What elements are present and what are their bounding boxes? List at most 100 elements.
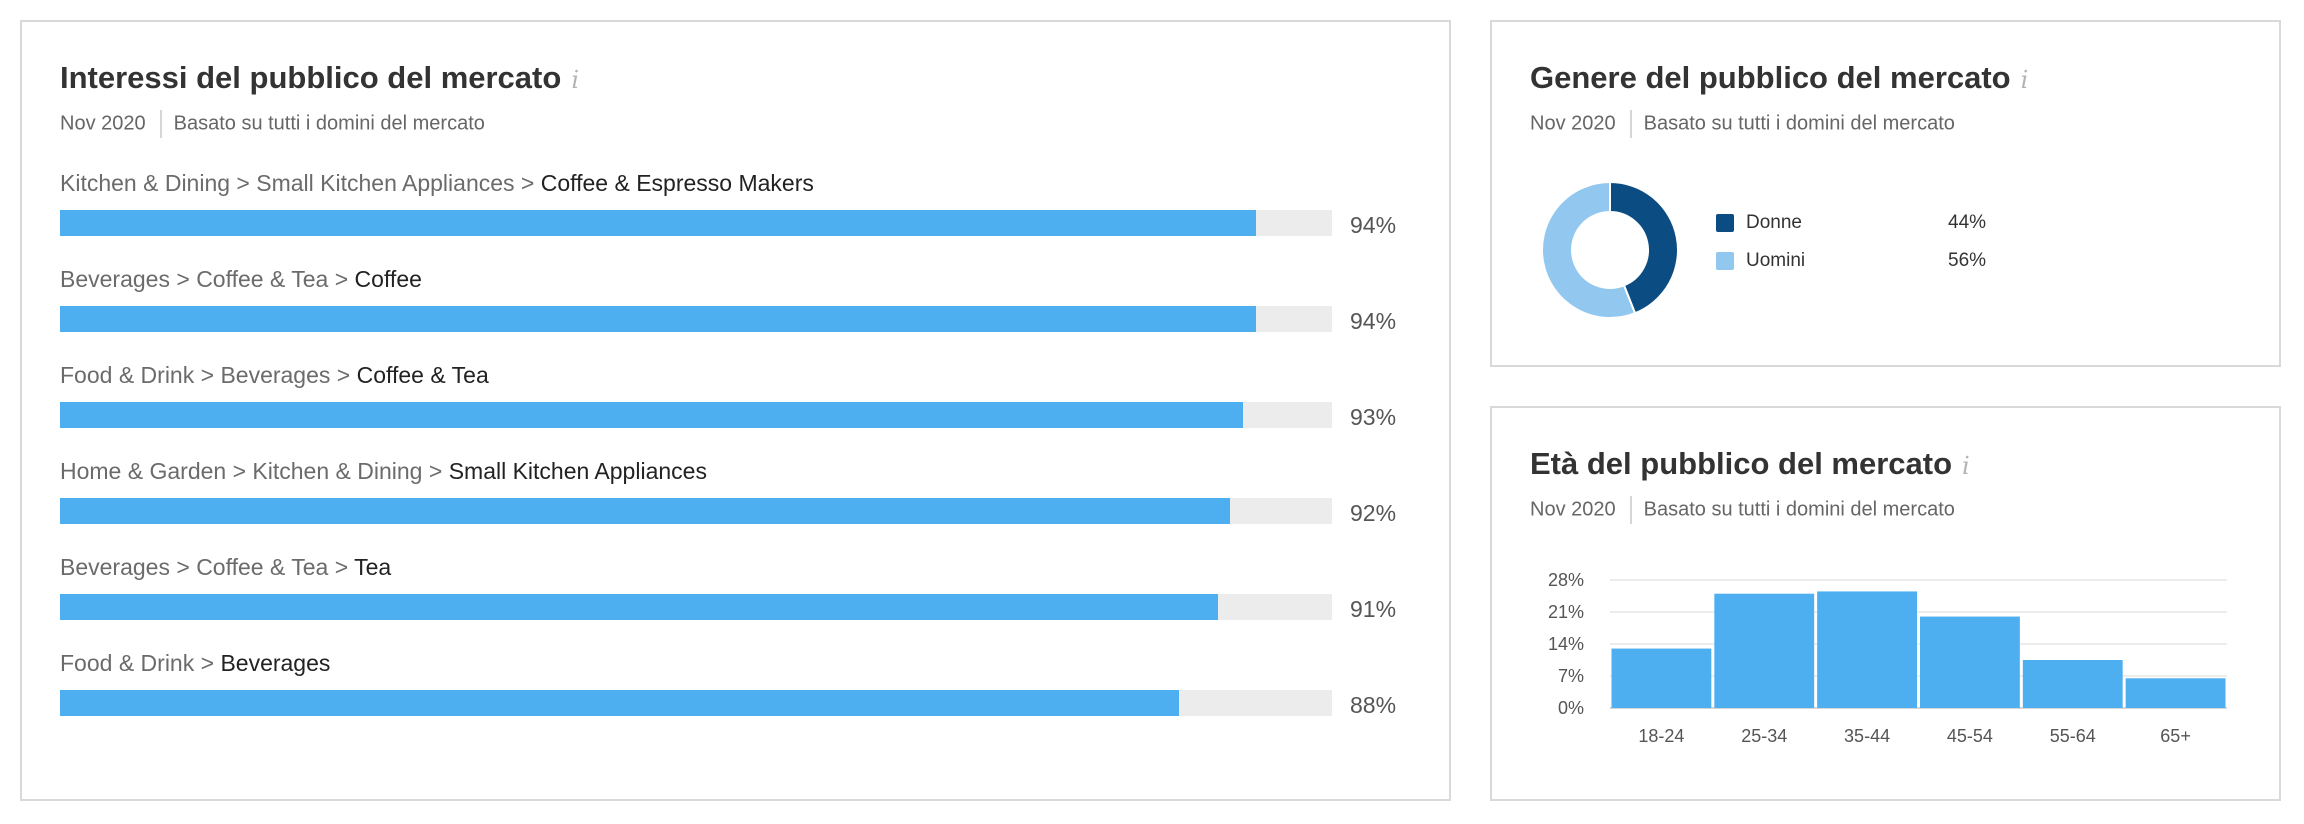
y-tick-label: 14% [1548,634,1584,654]
interest-bar [60,306,1256,332]
interest-category: Beverages [60,266,170,292]
breadcrumb-separator: > [328,266,355,292]
age-bar [1920,616,2020,708]
info-icon[interactable]: i [571,66,579,94]
interest-percent: 88% [1350,692,1397,718]
interest-label: Beverages > Coffee & Tea > Tea [60,554,391,581]
age-date: Nov 2020 [1530,498,1616,521]
interest-bar [60,210,1256,236]
interest-percent: 92% [1350,500,1397,526]
interests-title-text: Interessi del pubblico del mercato [60,60,562,95]
interest-label: Food & Drink > Beverages > Coffee & Tea [60,362,489,389]
interest-row: Beverages > Coffee & Tea > Coffee 94% [60,266,1420,346]
interest-bar [60,498,1231,524]
gender-meta: Nov 2020 Basato su tutti i domini del mer… [1530,110,1955,138]
breadcrumb-separator: > [194,362,221,388]
legend-swatch-uomini [1716,252,1734,270]
y-tick-label: 7% [1558,666,1584,686]
age-bar [1817,591,1917,708]
age-bar-chart: 0% 7% 14% 21% 28% 18-24 25-34 35-44 45-54 55-64 65… [1548,570,2227,746]
interest-leaf: Beverages [220,650,331,676]
legend-value-donne: 44% [1948,212,1987,233]
interest-leaf: Coffee & Espresso Makers [540,170,814,196]
interest-percent: 94% [1350,308,1397,334]
interest-label: Home & Garden > Kitchen & Dining > Small… [60,458,707,485]
breadcrumb-separator: > [169,554,197,580]
interest-bar-track [60,690,1332,716]
donut-slice-donne [1609,180,1679,315]
interest-percent: 93% [1350,404,1397,430]
age-title-text: Età del pubblico del mercato [1530,446,1953,481]
legend-swatch-donne [1716,214,1734,232]
age-bar [2125,678,2226,708]
age-bar [1714,593,1815,708]
gender-date: Nov 2020 [1530,112,1616,135]
interest-bar [60,690,1180,716]
gender-title: Genere del pubblico del mercato i [1530,60,2028,96]
y-tick-label: 21% [1548,602,1584,622]
x-tick-label: 18-24 [1638,726,1684,746]
interest-leaf: Tea [354,554,392,580]
gender-title-text: Genere del pubblico del mercato [1530,60,2011,95]
interest-row: Home & Garden > Kitchen & Dining > Small… [60,458,1420,538]
interests-basis: Basato su tutti i domini del mercato [173,112,485,135]
breadcrumb-separator: > [514,170,541,196]
interest-percent: 91% [1350,596,1397,622]
x-tick-label: 35-44 [1844,726,1890,746]
gender-panel: Genere del pubblico del mercato i Nov 202… [1490,20,2281,367]
interest-category: Food & Drink [60,362,195,388]
interest-bar-track [60,402,1332,428]
breadcrumb-separator: > [226,458,253,484]
interest-bar [60,594,1218,620]
interests-title: Interessi del pubblico del mercato i [60,60,579,96]
interest-category: Beverages [220,362,331,388]
gender-donut-chart [1541,180,1679,319]
interest-bar-track [60,306,1332,332]
breadcrumb-separator: > [422,458,449,484]
interest-leaf: Coffee & Tea [356,362,489,388]
interest-bar-track [60,210,1332,236]
info-icon[interactable]: i [1962,452,1970,480]
interests-date: Nov 2020 [60,112,146,135]
interest-row: Food & Drink > Beverages > Coffee & Tea 9… [60,362,1420,442]
gender-basis: Basato su tutti i domini del mercato [1643,112,1955,135]
interest-category: Food & Drink [60,650,195,676]
interest-leaf: Coffee [354,266,422,292]
y-tick-label: 0% [1558,698,1584,718]
interest-label: Kitchen & Dining > Small Kitchen Applian… [60,170,814,197]
donut-slice-uomini [1541,180,1637,319]
age-bar [2022,660,2123,708]
info-icon[interactable]: i [2020,66,2029,94]
interest-percent: 94% [1350,212,1397,238]
y-tick-label: 28% [1548,570,1584,590]
breadcrumb-separator: > [230,170,257,196]
age-bar [1611,648,1712,708]
legend-label-donne: Donne [1746,212,1802,233]
interest-category: Coffee & Tea [196,266,329,292]
interest-row: Beverages > Coffee & Tea > Tea 91% [60,554,1420,634]
breadcrumb-separator: > [330,362,357,388]
interest-category: Small Kitchen Appliances [256,170,515,196]
interest-label: Beverages > Coffee & Tea > Coffee [60,266,422,293]
interest-category: Beverages [60,554,170,580]
interest-category: Home & Garden [60,458,227,484]
age-panel: Età del pubblico del mercato i Nov 2020 Ba… [1490,406,2281,801]
breadcrumb-separator: > [194,650,221,676]
age-title: Età del pubblico del mercato i [1530,446,1970,482]
interest-bar [60,402,1243,428]
meta-divider [1629,496,1632,524]
interest-bar-track [60,594,1332,620]
legend-value-uomini: 56% [1948,250,1987,271]
meta-divider [1629,110,1632,138]
age-basis: Basato su tutti i domini del mercato [1643,498,1955,521]
breadcrumb-separator: > [328,554,355,580]
interests-meta: Nov 2020 Basato su tutti i domini del mer… [60,110,485,138]
interest-category: Kitchen & Dining [60,170,231,196]
x-tick-label: 55-64 [2050,726,2096,746]
interest-row: Food & Drink > Beverages 88% [60,650,1420,730]
interest-category: Coffee & Tea [196,554,329,580]
interests-panel: Interessi del pubblico del mercato i Nov … [20,20,1451,801]
interest-category: Kitchen & Dining [252,458,423,484]
interest-row: Kitchen & Dining > Small Kitchen Applian… [60,170,1420,250]
meta-divider [159,110,162,138]
